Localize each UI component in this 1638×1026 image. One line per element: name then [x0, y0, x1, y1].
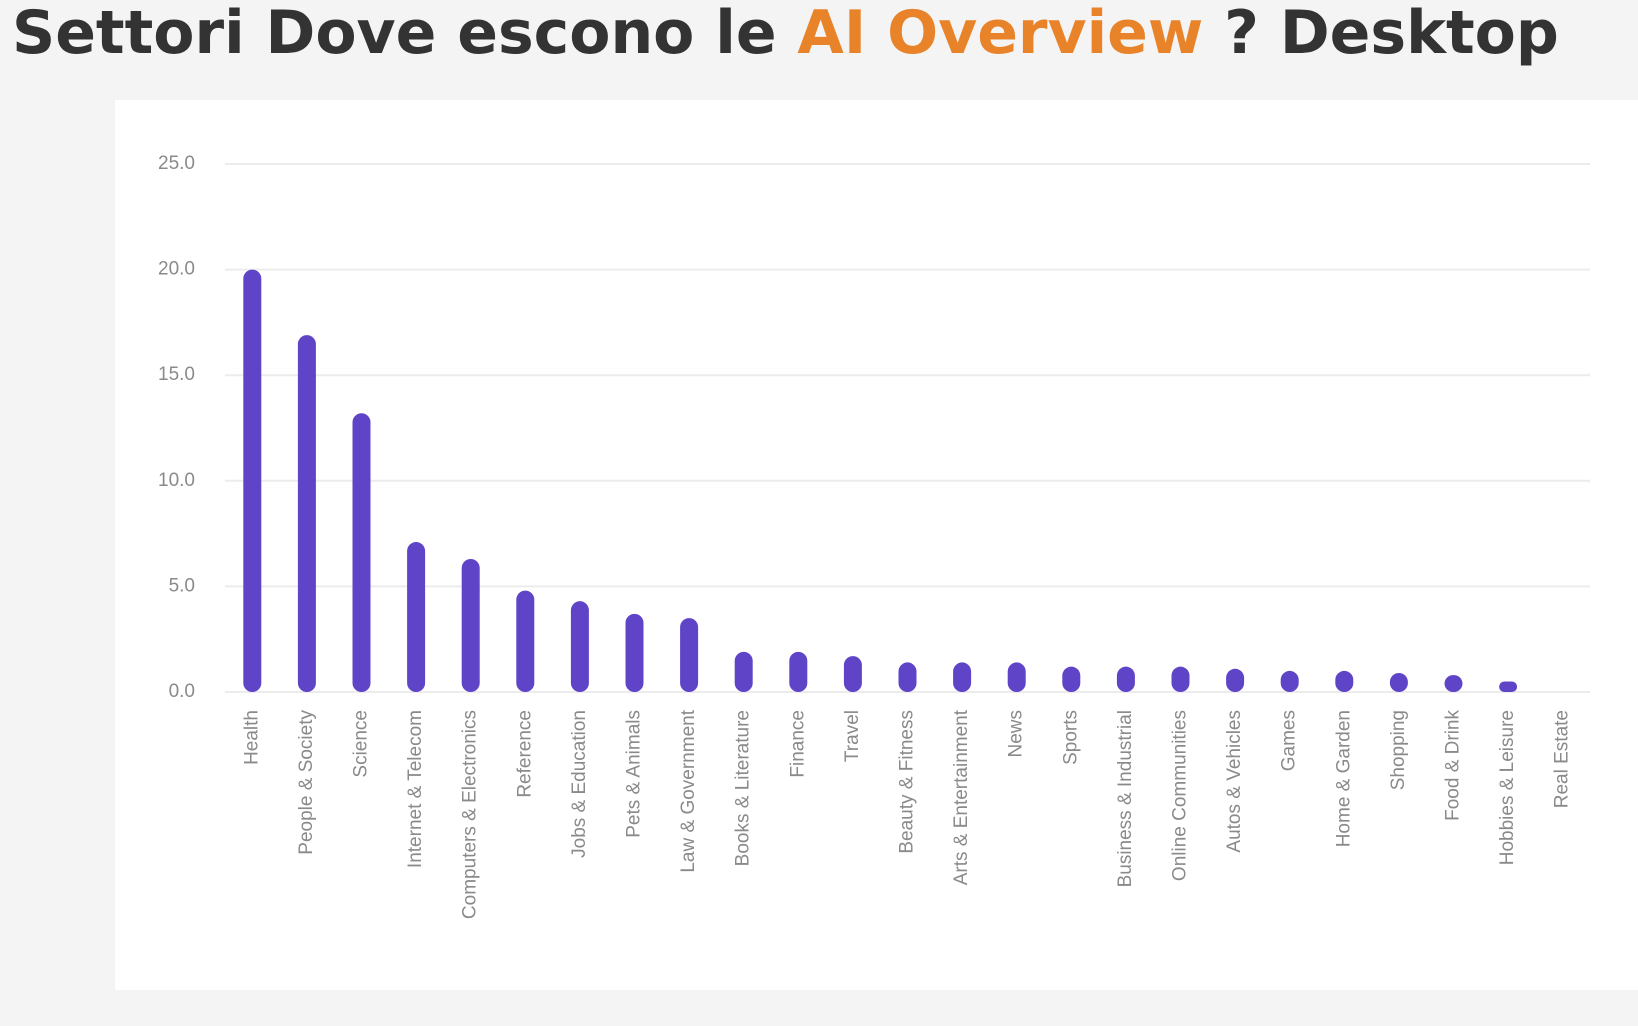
x-tick-label: Law & Government: [678, 709, 699, 872]
chart-title: Settori Dove escono le AI Overview ? Des…: [12, 0, 1559, 68]
x-tick-label: Arts & Entertainment: [951, 709, 972, 885]
bar: [1062, 666, 1081, 692]
y-tick-label: 0.0: [169, 681, 195, 702]
bar: [570, 601, 589, 692]
bar: [953, 662, 972, 692]
bar: [1171, 666, 1190, 692]
bar: [461, 558, 480, 692]
bar: [407, 542, 426, 692]
title-highlight: AI Overview: [797, 0, 1203, 68]
x-tick-label: Hobbies & Leisure: [1497, 710, 1518, 865]
bar: [1116, 666, 1135, 692]
bar: [1226, 668, 1245, 692]
x-tick-label: Reference: [514, 710, 535, 798]
bar: [734, 651, 753, 692]
x-tick-label: Sports: [1060, 710, 1081, 765]
x-tick-label: Business & Industrial: [1115, 710, 1136, 887]
bar: [789, 651, 808, 692]
bar: [898, 662, 917, 692]
y-tick-label: 15.0: [158, 364, 195, 385]
x-tick-label: Online Communities: [1170, 710, 1191, 881]
x-tick-label: Autos & Vehicles: [1224, 710, 1245, 853]
title-suffix: ? Desktop: [1224, 0, 1559, 68]
y-tick-label: 5.0: [169, 575, 195, 596]
bar: [843, 656, 862, 692]
x-tick-label: Real Estate: [1552, 710, 1573, 808]
x-tick-label: Travel: [842, 710, 863, 762]
x-tick-label: Finance: [787, 710, 808, 778]
x-tick-label: Jobs & Education: [569, 710, 590, 858]
x-tick-label: Health: [241, 710, 262, 765]
title-prefix: Settori Dove escono le: [12, 0, 777, 68]
x-tick-label: Science: [351, 710, 372, 778]
y-tick-label: 25.0: [158, 153, 195, 174]
bar: [352, 413, 371, 692]
bar: [1280, 670, 1299, 692]
y-tick-label: 10.0: [158, 470, 195, 491]
bar: [680, 618, 699, 692]
bar: [625, 613, 644, 692]
bar: [243, 269, 262, 692]
x-tick-label: Shopping: [1388, 710, 1409, 790]
x-tick-label: News: [1006, 710, 1027, 758]
bar: [1499, 681, 1518, 692]
x-tick-label: Home & Garden: [1333, 710, 1354, 847]
bar: [1335, 670, 1354, 692]
bar: [1007, 662, 1026, 692]
x-tick-label: Internet & Telecom: [405, 710, 426, 868]
x-tick-label: Beauty & Fitness: [897, 710, 918, 854]
x-tick-label: People & Society: [296, 710, 317, 855]
bar: [1389, 672, 1408, 692]
bar: [297, 335, 316, 692]
bar: [1444, 675, 1463, 692]
x-tick-label: Pets & Animals: [624, 710, 645, 838]
bar: [516, 590, 535, 692]
y-tick-label: 20.0: [158, 259, 195, 280]
x-tick-label: Games: [1279, 710, 1300, 771]
x-tick-label: Computers & Electronics: [460, 710, 481, 919]
x-tick-label: Food & Drink: [1443, 710, 1464, 821]
chart-panel: [115, 100, 1638, 990]
x-tick-label: Books & Literature: [733, 710, 754, 866]
